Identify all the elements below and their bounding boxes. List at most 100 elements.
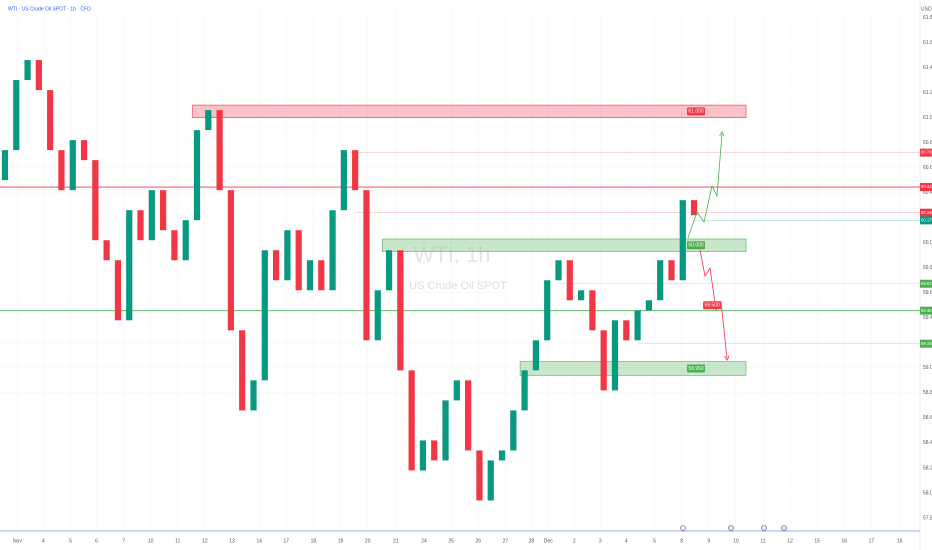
- candle: [272, 250, 280, 281]
- candle: [431, 440, 438, 461]
- price-label-bg: [920, 183, 932, 192]
- x-tick-label: 18: [311, 538, 317, 544]
- watermark-subtitle: US Crude Oil SPOT: [409, 280, 507, 292]
- y-tick-label: 59.800: [923, 265, 932, 271]
- candle: [92, 160, 99, 241]
- x-tick-label: 12: [787, 538, 793, 544]
- candle: [521, 370, 528, 411]
- candle: [24, 60, 31, 81]
- candle: [487, 460, 494, 501]
- y-tick-label: 60.800: [923, 140, 932, 146]
- y-tick-label: 59.600: [923, 290, 932, 296]
- candle: [363, 190, 370, 341]
- candle: [318, 260, 325, 291]
- y-tick-label: 61.000: [923, 115, 932, 121]
- candle: [679, 200, 686, 281]
- candle: [1, 150, 9, 181]
- candle: [408, 370, 415, 471]
- candle: [668, 260, 675, 281]
- candle: [397, 250, 404, 371]
- candle: [442, 400, 449, 461]
- event-icon[interactable]: [761, 525, 767, 531]
- price-label-bg: [920, 216, 932, 225]
- projection-down: [699, 249, 727, 358]
- candle: [419, 440, 427, 471]
- price-label: 59.193: [921, 341, 932, 346]
- candle: [623, 320, 630, 341]
- x-tick-label: 18: [897, 538, 903, 544]
- y-tick-label: 61.600: [923, 40, 932, 46]
- candle: [510, 410, 517, 451]
- event-icon[interactable]: [680, 525, 686, 531]
- x-tick-label: 2: [573, 538, 576, 544]
- candle: [589, 290, 596, 331]
- x-tick-label: 24: [421, 538, 427, 544]
- y-tick-label: 60.000: [923, 240, 932, 246]
- target-label: 59.500: [704, 303, 720, 309]
- event-icon[interactable]: [781, 525, 787, 531]
- price-label-bg: [920, 339, 932, 348]
- zone-label-bg: [687, 364, 706, 373]
- zone-label: 60.000: [688, 243, 704, 249]
- candle: [657, 260, 664, 301]
- candle: [465, 380, 472, 451]
- candle: [58, 150, 65, 191]
- candle: [216, 110, 223, 191]
- event-icon[interactable]: [728, 525, 734, 531]
- x-tick-label: 5: [653, 538, 656, 544]
- zone: [381, 238, 747, 252]
- x-tick-label: 15: [814, 538, 820, 544]
- y-tick-label: 58.200: [923, 465, 932, 471]
- price-label-bg: [920, 306, 932, 315]
- zone-label-bg: [687, 107, 706, 116]
- x-tick-label: 27: [503, 538, 509, 544]
- price-label: 60.445: [921, 184, 932, 189]
- candle: [250, 380, 257, 411]
- x-tick-label: 17: [869, 538, 875, 544]
- currency: USD: [921, 6, 932, 12]
- candle: [13, 80, 20, 151]
- candle: [566, 260, 573, 301]
- y-tick-label: 61.800: [923, 15, 932, 21]
- candle: [544, 280, 551, 341]
- x-tick-label: 12: [202, 538, 208, 544]
- x-tick-label: 25: [448, 538, 454, 544]
- candle: [80, 140, 88, 161]
- candle: [385, 250, 393, 291]
- price-label: 60.240: [921, 210, 932, 215]
- x-tick-label: 7: [122, 538, 125, 544]
- x-tick-label: Nov: [13, 538, 22, 544]
- y-tick-label: 58.600: [923, 415, 932, 421]
- candle: [69, 140, 76, 191]
- y-tick-label: 60.400: [923, 190, 932, 196]
- projection-up: [687, 134, 722, 239]
- candle: [137, 210, 144, 241]
- y-tick-label: 59.400: [923, 315, 932, 321]
- zone-label-bg: [687, 241, 706, 250]
- y-tick-label: 58.800: [923, 390, 932, 396]
- candle: [340, 150, 347, 211]
- x-tick-label: 19: [338, 538, 344, 544]
- candle: [193, 130, 201, 221]
- candle: [352, 150, 359, 191]
- y-tick-label: 61.200: [923, 90, 932, 96]
- x-tick-label: 10: [148, 538, 154, 544]
- candle: [227, 190, 235, 331]
- candle: [295, 230, 302, 291]
- x-tick-label: 28: [529, 538, 535, 544]
- candle: [284, 230, 291, 281]
- candle: [114, 260, 122, 321]
- x-tick-label: 10: [733, 538, 739, 544]
- candle: [476, 450, 483, 501]
- candle: [306, 260, 314, 291]
- candle: [690, 200, 698, 216]
- x-tick-label: 4: [42, 538, 45, 544]
- y-tick-label: 58.400: [923, 440, 932, 446]
- candle: [261, 250, 268, 381]
- candle: [47, 90, 54, 151]
- x-tick-label: 9: [707, 538, 710, 544]
- zone-label: 61.000: [688, 109, 704, 115]
- header-title: WTI · US Crude Oil SPOT · 1h · CFD: [8, 6, 91, 12]
- x-tick-label: 4: [625, 538, 628, 544]
